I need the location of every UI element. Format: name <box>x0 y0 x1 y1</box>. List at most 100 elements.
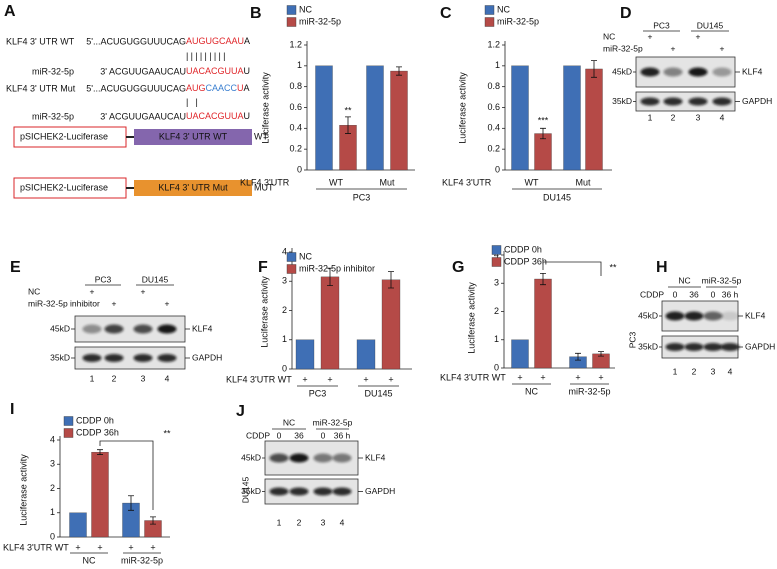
panel-letter: D <box>620 5 632 22</box>
bar <box>511 339 529 369</box>
y-tick-label: 0 <box>282 363 287 373</box>
bar <box>534 278 552 369</box>
group-label: DU145 <box>543 192 571 202</box>
vector-label: pSICHEK2-Luciferase <box>20 182 108 192</box>
y-tick-label: 1.2 <box>289 39 302 49</box>
error-bar <box>97 449 103 455</box>
band <box>703 311 723 321</box>
error-bar <box>591 60 597 78</box>
error-bar <box>575 352 581 361</box>
band-label: KLF4 <box>365 452 386 462</box>
marker-label: 45kD <box>50 323 70 333</box>
band <box>82 354 102 362</box>
sequence-part: U <box>244 111 251 121</box>
band <box>665 311 685 321</box>
sequence: AUGCAACCUA <box>186 83 250 93</box>
lane-number: 1 <box>648 112 653 122</box>
category-label: Mut <box>575 177 591 187</box>
sequence-label: miR-32-5p <box>32 111 74 121</box>
condition-label: CDDP <box>640 289 664 299</box>
group-label: PC3 <box>353 192 371 202</box>
band <box>157 354 177 362</box>
condition-mark: 0 <box>321 430 326 440</box>
marker-label: 45kD <box>612 66 632 76</box>
band <box>684 343 704 351</box>
sequence: | | <box>186 97 200 107</box>
lane-number: 1 <box>90 373 95 383</box>
row-mark: + <box>540 372 545 382</box>
band <box>684 311 704 321</box>
lane-number: 2 <box>671 112 676 122</box>
y-tick-label: 0.8 <box>487 81 500 91</box>
band <box>665 343 685 351</box>
condition-mark: 36 h <box>722 289 739 299</box>
condition-mark: + <box>720 43 725 53</box>
band <box>289 453 309 463</box>
legend-swatch <box>63 416 74 426</box>
condition-mark: 36 <box>294 430 304 440</box>
row-mark: + <box>75 542 80 552</box>
annotation: ** <box>163 428 171 438</box>
insert-box <box>134 129 252 145</box>
sequence-part: UACACGUUA <box>186 111 244 121</box>
lane-number: 1 <box>673 366 678 376</box>
marker-label: 35kD <box>612 96 632 106</box>
bar <box>91 451 109 538</box>
condition-mark: + <box>112 298 117 308</box>
legend-label: NC <box>299 251 312 261</box>
condition-label: NC <box>28 286 40 296</box>
y-tick-label: 1 <box>495 60 500 70</box>
sequence: ||||||||| <box>186 51 228 61</box>
sequence-label: miR-32-5p <box>32 66 74 76</box>
sequence: UACACGUUAU <box>186 111 250 121</box>
lane-number: 3 <box>696 112 701 122</box>
y-tick-label: 1 <box>50 507 55 517</box>
condition-mark: + <box>165 298 170 308</box>
category-label: DU145 <box>364 388 392 398</box>
row-label: KLF4 3'UTR WT <box>3 542 69 552</box>
sequence-part: UACACGUUA <box>186 66 244 76</box>
bar <box>390 70 408 171</box>
y-axis-label: Luciferase activity <box>260 72 270 144</box>
sequence-part: CAACC <box>206 83 238 93</box>
band-label: KLF4 <box>742 66 763 76</box>
bar <box>69 512 87 538</box>
construct-tag: WT <box>254 131 268 141</box>
sequence-part: U <box>237 83 244 93</box>
band <box>82 324 102 334</box>
y-axis-label: Luciferase activity <box>18 454 28 526</box>
row-mark: + <box>388 374 393 384</box>
annotation: ** <box>344 105 352 115</box>
band-label: GAPDH <box>365 486 395 496</box>
bracket <box>542 261 602 276</box>
row-mark: + <box>150 542 155 552</box>
annotation: *** <box>538 115 549 125</box>
group-label: DU145 <box>142 274 169 284</box>
error-bar <box>327 267 333 287</box>
bracket <box>99 440 154 510</box>
y-axis-label: Luciferase activity <box>457 72 467 144</box>
lane-number: 3 <box>141 373 146 383</box>
lane-number: 4 <box>165 373 170 383</box>
y-axis-label: Luciferase activity <box>466 282 476 354</box>
group-label: PC3 <box>653 20 670 30</box>
annotation: ** <box>609 262 617 272</box>
y-tick-label: 0 <box>50 531 55 541</box>
sequence-part: 5'...ACUGUGGUUUCAG <box>86 83 186 93</box>
condition-mark: 36 h <box>334 430 351 440</box>
sequence-part: ||||||||| <box>186 51 228 61</box>
error-bar <box>128 495 134 511</box>
y-tick-label: 0 <box>495 164 500 174</box>
marker-label: 35kD <box>638 341 658 351</box>
bar <box>320 276 340 370</box>
legend-swatch <box>286 252 297 262</box>
condition-mark: + <box>141 286 146 296</box>
condition-mark: 0 <box>673 289 678 299</box>
band <box>640 67 660 77</box>
lane-number: 2 <box>692 366 697 376</box>
legend-label: CDDP 36h <box>504 256 547 266</box>
panel-letter: A <box>4 3 16 20</box>
condition-mark: + <box>696 31 701 41</box>
marker-label: 35kD <box>50 352 70 362</box>
bar <box>381 279 401 370</box>
